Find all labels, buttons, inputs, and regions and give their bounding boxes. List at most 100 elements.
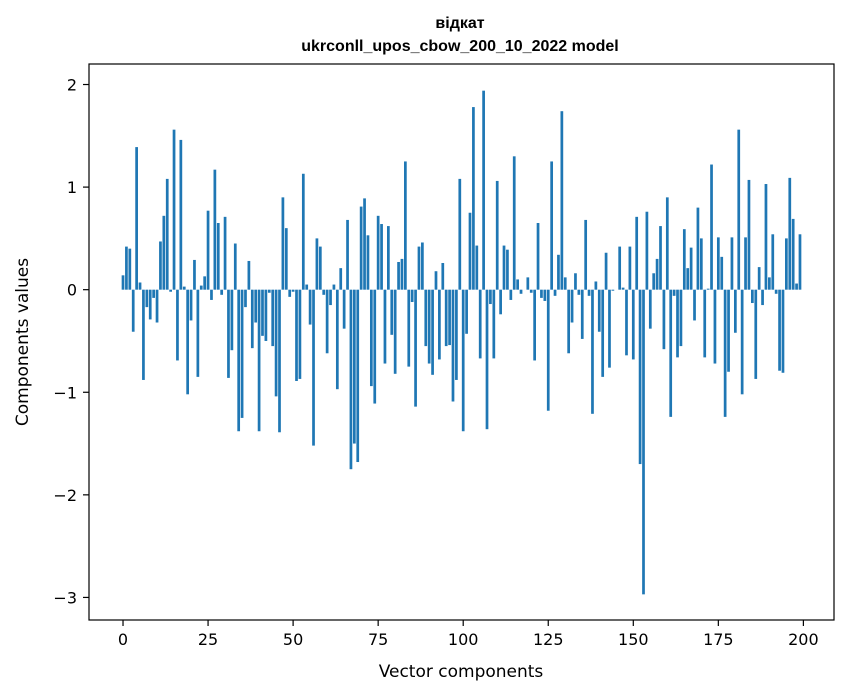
bar bbox=[482, 90, 485, 290]
y-tick-label: −2 bbox=[53, 486, 77, 505]
bar bbox=[696, 207, 700, 290]
bar bbox=[716, 237, 720, 290]
bar bbox=[186, 289, 190, 395]
bar bbox=[349, 289, 353, 470]
bar bbox=[227, 289, 230, 378]
bar bbox=[148, 289, 152, 320]
y-tick-label: 0 bbox=[67, 281, 77, 300]
bar bbox=[332, 284, 336, 290]
bar bbox=[611, 289, 615, 291]
bar bbox=[642, 289, 645, 595]
bar bbox=[577, 289, 581, 295]
bar bbox=[356, 289, 360, 463]
bar bbox=[489, 289, 492, 305]
bar bbox=[740, 289, 744, 395]
bar bbox=[220, 289, 224, 295]
bar bbox=[475, 245, 479, 290]
bar bbox=[172, 129, 176, 290]
bar bbox=[179, 139, 183, 290]
bar bbox=[733, 289, 737, 333]
bar bbox=[485, 289, 489, 430]
bar bbox=[713, 289, 717, 364]
bar bbox=[250, 289, 254, 349]
bar bbox=[284, 228, 288, 290]
bar bbox=[206, 210, 210, 290]
bar bbox=[390, 289, 394, 335]
bar bbox=[125, 246, 128, 290]
y-axis-label: Components values bbox=[13, 258, 33, 426]
bar bbox=[601, 289, 605, 377]
bar bbox=[686, 268, 690, 290]
bar bbox=[325, 289, 329, 354]
bar bbox=[414, 289, 417, 407]
bar bbox=[768, 277, 771, 290]
bar bbox=[662, 289, 666, 350]
bar bbox=[142, 289, 145, 380]
bar bbox=[421, 242, 424, 290]
bar bbox=[791, 218, 795, 290]
bar bbox=[301, 173, 305, 290]
bar bbox=[373, 289, 377, 404]
bar bbox=[631, 289, 635, 360]
bar bbox=[152, 289, 155, 298]
bar bbox=[145, 289, 149, 308]
bar bbox=[237, 289, 241, 432]
bar bbox=[597, 289, 601, 332]
bar bbox=[679, 289, 683, 347]
bar bbox=[233, 243, 237, 290]
bar bbox=[393, 289, 397, 374]
bar bbox=[162, 215, 166, 290]
bar bbox=[318, 246, 322, 290]
bar bbox=[587, 289, 591, 296]
bar bbox=[526, 277, 530, 290]
bar bbox=[652, 273, 656, 290]
bar bbox=[635, 216, 639, 290]
bar bbox=[625, 289, 628, 356]
bar bbox=[322, 289, 326, 295]
bar bbox=[210, 289, 213, 300]
bar bbox=[244, 289, 247, 308]
bar bbox=[638, 289, 642, 465]
bar bbox=[434, 271, 438, 290]
bar bbox=[519, 289, 523, 294]
bar bbox=[135, 147, 138, 290]
bar bbox=[506, 249, 509, 290]
bar bbox=[492, 289, 496, 359]
bar bbox=[369, 289, 373, 387]
bar bbox=[723, 289, 727, 417]
bar bbox=[655, 258, 659, 290]
bar bbox=[295, 289, 298, 381]
bar bbox=[254, 289, 258, 323]
bar bbox=[223, 216, 227, 290]
bar bbox=[376, 215, 380, 290]
bar bbox=[751, 289, 754, 304]
bar bbox=[278, 289, 281, 433]
bar bbox=[305, 284, 309, 290]
bar bbox=[410, 289, 414, 302]
bar bbox=[584, 219, 588, 290]
bar bbox=[754, 289, 758, 379]
bar bbox=[165, 178, 169, 290]
bar bbox=[580, 289, 584, 339]
bar bbox=[339, 268, 343, 290]
bar bbox=[744, 237, 747, 290]
bar bbox=[563, 277, 567, 290]
bar bbox=[543, 289, 547, 301]
bar bbox=[540, 289, 543, 298]
x-tick-label: 100 bbox=[448, 630, 479, 649]
x-tick-label: 200 bbox=[788, 630, 819, 649]
bar bbox=[495, 180, 499, 290]
bar bbox=[247, 260, 251, 290]
bar bbox=[730, 237, 734, 290]
bar bbox=[298, 289, 302, 379]
bar bbox=[230, 289, 234, 351]
bar bbox=[594, 281, 598, 290]
bar bbox=[727, 289, 730, 372]
bar bbox=[529, 289, 533, 293]
x-axis-label: Vector components bbox=[379, 662, 544, 682]
bar bbox=[199, 285, 203, 290]
bar bbox=[608, 289, 611, 368]
bar bbox=[363, 198, 366, 290]
